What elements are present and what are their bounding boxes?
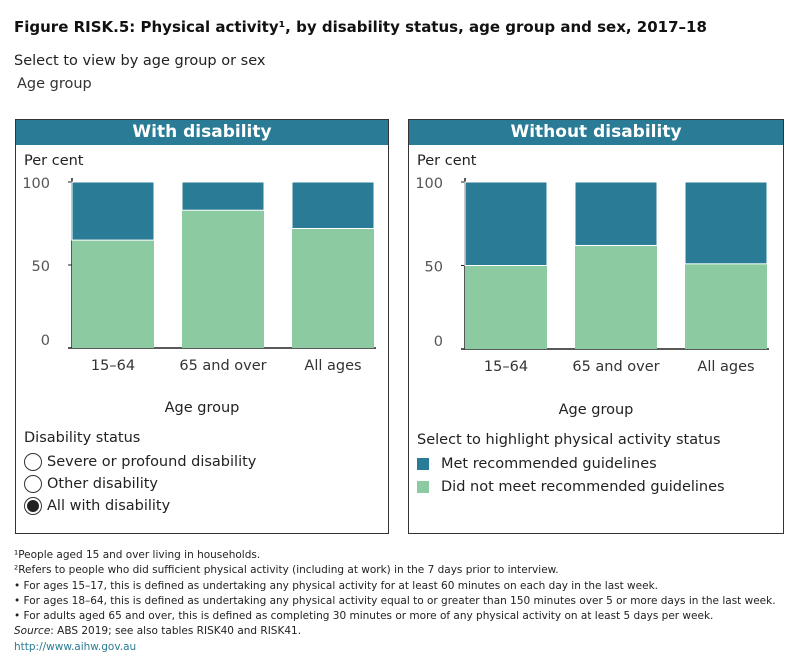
x-axis-label: Age group xyxy=(558,402,634,418)
footnote-2: ²Refers to people who did sufficient phy… xyxy=(14,564,559,577)
view-selector-label: Select to view by age group or sex xyxy=(14,53,266,69)
footnote-bullet: • For ages 15–17, this is defined as und… xyxy=(14,579,658,592)
y-tick-label: 0 xyxy=(434,334,443,350)
bar-did-not-meet xyxy=(72,240,154,348)
figure-title: Figure RISK.5: Physical activity¹, by di… xyxy=(14,18,707,36)
radio-label: Other disability xyxy=(47,476,159,492)
footnote-bullet: • For ages 18–64, this is defined as und… xyxy=(14,594,776,607)
panel-with-disability: With disability Per cent 0 50 100 15–64 65 a… xyxy=(15,119,389,534)
bar-met xyxy=(574,181,658,246)
y-tick-label: 100 xyxy=(415,176,443,192)
view-selector-dropdown[interactable]: Age group xyxy=(17,76,92,92)
y-tick-label: 50 xyxy=(32,259,50,275)
bar-met xyxy=(684,181,768,265)
y-axis-label: Per cent xyxy=(24,153,84,169)
x-tick-label: 15–64 xyxy=(484,359,528,375)
chart-without-disability: 0 50 100 15–64 65 and over All ages xyxy=(415,176,769,375)
bar-did-not-meet xyxy=(182,210,264,348)
radio-other-disability[interactable]: Other disability xyxy=(24,475,158,493)
legend-label: Did not meet recommended guidelines xyxy=(441,479,725,495)
radio-all-disability[interactable]: All with disability xyxy=(24,497,170,515)
source-text: : ABS 2019; see also tables RISK40 and R… xyxy=(50,625,302,638)
source-label: Source xyxy=(14,625,51,638)
footnote-1: ¹People aged 15 and over living in house… xyxy=(14,549,261,561)
radio-icon[interactable] xyxy=(24,453,42,471)
highlight-legend-title: Select to highlight physical activity st… xyxy=(417,432,721,448)
x-tick-label: 65 and over xyxy=(572,359,659,375)
legend-swatch-met xyxy=(417,458,429,470)
y-tick-label: 50 xyxy=(425,260,443,276)
aihw-link[interactable]: http://www.aihw.gov.au xyxy=(14,640,137,653)
radio-severe-disability[interactable]: Severe or profound disability xyxy=(24,453,256,471)
x-tick-label: 65 and over xyxy=(179,358,266,374)
bar-did-not-meet xyxy=(685,263,767,349)
y-tick-label: 0 xyxy=(41,333,50,349)
bar-met xyxy=(291,181,375,229)
legend-item-not-met[interactable]: Did not meet recommended guidelines xyxy=(417,479,725,495)
bar-met xyxy=(464,181,548,266)
panel-without-disability: Without disability Per cent 0 50 100 15–64 6… xyxy=(408,119,784,534)
radio-label: All with disability xyxy=(47,498,171,514)
legend-swatch-not-met xyxy=(417,481,429,493)
y-tick-label: 100 xyxy=(22,176,50,192)
x-tick-label: All ages xyxy=(304,358,361,374)
panel-title: Without disability xyxy=(409,120,783,145)
x-tick-label: All ages xyxy=(697,359,754,375)
y-axis-label: Per cent xyxy=(417,153,477,169)
panel-title: With disability xyxy=(16,120,388,145)
bar-did-not-meet xyxy=(575,245,657,349)
footnote-bullet: • For adults aged 65 and over, this is d… xyxy=(14,610,714,623)
x-tick-label: 15–64 xyxy=(91,358,135,374)
bar-met xyxy=(71,181,155,241)
bar-met xyxy=(181,181,265,211)
bar-did-not-meet xyxy=(292,228,374,348)
radio-selected-icon[interactable] xyxy=(24,497,42,515)
radio-label: Severe or profound disability xyxy=(47,454,257,470)
legend-label: Met recommended guidelines xyxy=(441,456,657,472)
disability-status-title: Disability status xyxy=(24,430,141,446)
legend-item-met[interactable]: Met recommended guidelines xyxy=(417,456,657,472)
chart-with-disability: 0 50 100 15–64 65 and over All ages xyxy=(22,176,376,374)
bar-did-not-meet xyxy=(465,265,547,349)
source-note: Source: ABS 2019; see also tables RISK40… xyxy=(14,624,776,639)
x-axis-label: Age group xyxy=(164,400,240,416)
radio-icon[interactable] xyxy=(24,475,42,493)
footnotes: ¹People aged 15 and over living in house… xyxy=(14,548,776,655)
